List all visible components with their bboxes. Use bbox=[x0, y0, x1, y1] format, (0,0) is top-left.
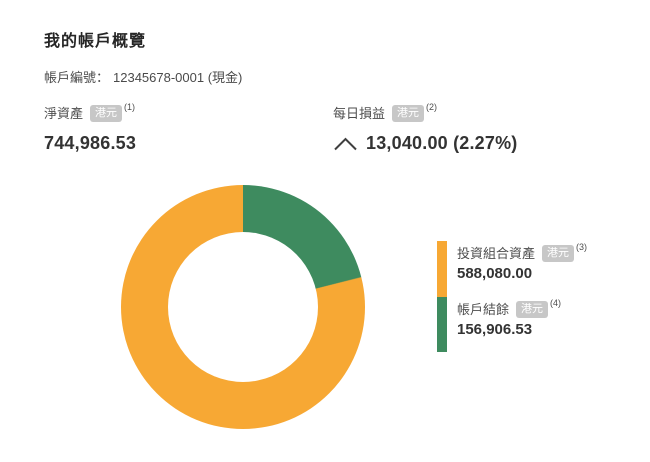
daily-pl-label-row: 每日損益 港元 (2) bbox=[333, 102, 518, 122]
account-number-line: 帳戶編號： 12345678-0001 (現金) bbox=[44, 67, 242, 86]
chart-legend: 投資組合資產 港元 (3) 588,080.00 帳戶結餘 港元 (4) 156… bbox=[437, 241, 587, 352]
currency-badge: 港元 bbox=[542, 245, 575, 262]
currency-badge: 港元 bbox=[392, 105, 425, 122]
legend-balance-label-row: 帳戶結餘 港元 (4) bbox=[457, 298, 587, 318]
daily-pl-value-row: 13,040.00 (2.27%) bbox=[333, 133, 518, 154]
legend-portfolio-label: 投資組合資產 bbox=[457, 246, 536, 261]
daily-pl-label: 每日損益 bbox=[333, 106, 386, 121]
legend-items: 投資組合資產 港元 (3) 588,080.00 帳戶結餘 港元 (4) 156… bbox=[457, 241, 587, 352]
donut-chart-hole bbox=[168, 232, 318, 382]
legend-color-bar bbox=[437, 241, 447, 352]
footnote-2: (2) bbox=[426, 102, 438, 112]
net-assets-stat: 淨資產 港元 (1) 744,986.53 bbox=[44, 102, 137, 154]
currency-badge: 港元 bbox=[90, 105, 123, 122]
footnote-4: (4) bbox=[550, 298, 562, 308]
net-assets-label: 淨資產 bbox=[44, 106, 84, 121]
page-title: 我的帳戶概覽 bbox=[44, 33, 147, 50]
daily-pl-stat: 每日損益 港元 (2) 13,040.00 (2.27%) bbox=[333, 102, 518, 154]
footnote-3: (3) bbox=[576, 242, 588, 252]
account-number-label: 帳戶編號： bbox=[44, 70, 110, 85]
legend-color-portfolio bbox=[437, 241, 447, 297]
footnote-1: (1) bbox=[124, 102, 136, 112]
legend-balance-value: 156,906.53 bbox=[457, 321, 533, 338]
legend-portfolio-label-row: 投資組合資產 港元 (3) bbox=[457, 242, 588, 262]
legend-item-portfolio: 投資組合資產 港元 (3) 588,080.00 bbox=[457, 242, 588, 282]
account-number-value: 12345678-0001 (現金) bbox=[113, 70, 243, 85]
net-assets-label-row: 淨資產 港元 (1) bbox=[44, 102, 136, 122]
daily-pl-value: 13,040.00 (2.27%) bbox=[366, 133, 518, 153]
legend-portfolio-value: 588,080.00 bbox=[457, 265, 533, 282]
caret-up-icon bbox=[334, 137, 357, 150]
legend-balance-label: 帳戶結餘 bbox=[457, 302, 510, 317]
legend-item-balance: 帳戶結餘 港元 (4) 156,906.53 bbox=[457, 298, 587, 338]
legend-color-balance bbox=[437, 296, 447, 352]
net-assets-value: 744,986.53 bbox=[44, 133, 137, 153]
currency-badge: 港元 bbox=[516, 301, 549, 318]
donut-chart bbox=[121, 185, 365, 429]
